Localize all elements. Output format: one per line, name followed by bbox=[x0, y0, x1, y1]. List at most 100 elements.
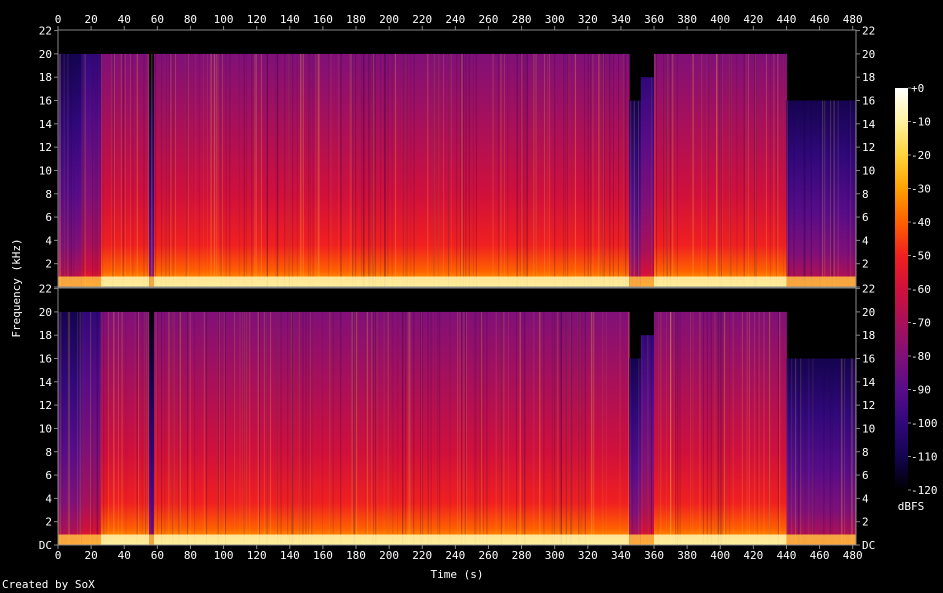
texture-streak bbox=[779, 311, 781, 545]
y-tick-label: 6 bbox=[862, 211, 869, 224]
texture-streak bbox=[317, 53, 319, 287]
y-tick-label: 16 bbox=[862, 95, 875, 108]
texture-streak bbox=[812, 358, 814, 545]
texture-streak bbox=[380, 53, 382, 287]
texture-streak bbox=[647, 335, 649, 545]
texture-streak bbox=[479, 311, 481, 545]
colorbar-tick-label: -110 bbox=[911, 451, 938, 464]
texture-streak bbox=[692, 311, 694, 545]
texture-streak bbox=[556, 311, 558, 545]
texture-streak bbox=[692, 53, 694, 287]
texture-streak bbox=[564, 53, 566, 287]
colorbar-tick-label: -20 bbox=[911, 149, 931, 162]
texture-streak bbox=[560, 311, 562, 545]
low-frequency-band bbox=[640, 534, 655, 545]
texture-streak bbox=[795, 358, 797, 545]
texture-streak bbox=[168, 311, 170, 545]
low-frequency-band bbox=[101, 276, 150, 287]
texture-streak bbox=[136, 53, 138, 287]
texture-streak bbox=[710, 311, 712, 545]
texture-streak bbox=[321, 311, 323, 545]
texture-streak bbox=[504, 53, 506, 287]
texture-streak bbox=[732, 311, 734, 545]
texture-streak bbox=[557, 311, 559, 545]
texture-streak bbox=[291, 311, 293, 545]
texture-streak bbox=[745, 53, 747, 287]
texture-streak bbox=[364, 53, 366, 287]
y-axis-label: Frequency (kHz) bbox=[10, 238, 23, 337]
texture-streak bbox=[309, 53, 311, 287]
texture-streak bbox=[96, 53, 98, 287]
texture-streak bbox=[195, 53, 197, 287]
x-tick-label: 60 bbox=[151, 549, 164, 562]
texture-streak bbox=[721, 311, 723, 545]
texture-streak bbox=[178, 311, 180, 545]
texture-streak bbox=[374, 53, 376, 287]
texture-streak bbox=[837, 100, 839, 287]
texture-streak bbox=[244, 311, 246, 545]
y-tick-label: 4 bbox=[862, 234, 869, 247]
texture-streak bbox=[799, 358, 801, 545]
texture-streak bbox=[225, 53, 227, 287]
texture-streak bbox=[500, 53, 502, 287]
texture-streak bbox=[716, 53, 718, 287]
texture-streak bbox=[90, 311, 92, 545]
texture-streak bbox=[165, 53, 167, 287]
texture-streak bbox=[420, 311, 422, 545]
texture-streak bbox=[305, 311, 307, 545]
texture-streak bbox=[210, 53, 212, 287]
texture-streak bbox=[315, 53, 317, 287]
texture-streak bbox=[427, 53, 429, 287]
texture-streak bbox=[329, 311, 331, 545]
texture-streak bbox=[628, 311, 630, 545]
colorbar-tick-label: -90 bbox=[911, 384, 931, 397]
texture-streak bbox=[757, 311, 759, 545]
texture-streak bbox=[495, 311, 497, 545]
texture-streak bbox=[769, 53, 771, 287]
texture-streak bbox=[461, 53, 463, 287]
spectrum-segment bbox=[149, 311, 155, 545]
texture-streak bbox=[266, 53, 268, 287]
texture-streak bbox=[221, 53, 223, 287]
texture-streak bbox=[356, 311, 358, 545]
texture-streak bbox=[120, 53, 122, 287]
x-tick-label: 220 bbox=[412, 13, 432, 26]
texture-streak bbox=[701, 53, 703, 287]
texture-streak bbox=[122, 53, 124, 287]
texture-streak bbox=[769, 311, 771, 545]
x-tick-label: 220 bbox=[412, 549, 432, 562]
texture-streak bbox=[666, 53, 668, 287]
y-tick-label: 8 bbox=[45, 446, 52, 459]
texture-streak bbox=[526, 53, 528, 287]
texture-streak bbox=[540, 311, 542, 545]
y-tick-label: 20 bbox=[862, 306, 875, 319]
texture-streak bbox=[714, 311, 716, 545]
texture-streak bbox=[629, 358, 631, 545]
spectrum-segment bbox=[154, 53, 291, 287]
spectrum-segment bbox=[58, 53, 82, 287]
texture-streak bbox=[721, 53, 723, 287]
y-tick-label: 10 bbox=[862, 164, 875, 177]
texture-streak bbox=[352, 53, 354, 287]
texture-streak bbox=[363, 53, 365, 287]
y-tick-label: 4 bbox=[862, 492, 869, 505]
texture-streak bbox=[277, 311, 279, 545]
texture-streak bbox=[561, 311, 563, 545]
texture-streak bbox=[466, 311, 468, 545]
colorbar-tick-label: -10 bbox=[911, 116, 931, 129]
texture-streak bbox=[570, 311, 572, 545]
texture-streak bbox=[329, 311, 331, 545]
texture-streak bbox=[628, 311, 630, 545]
texture-streak bbox=[567, 53, 569, 287]
texture-streak bbox=[689, 311, 691, 545]
texture-streak bbox=[434, 53, 436, 287]
texture-streak bbox=[829, 358, 831, 545]
texture-streak bbox=[311, 311, 313, 545]
y-tick-label: 12 bbox=[39, 399, 52, 412]
x-tick-label: 340 bbox=[611, 549, 631, 562]
texture-streak bbox=[808, 358, 810, 545]
texture-streak bbox=[449, 311, 451, 545]
x-tick-label: 0 bbox=[55, 13, 62, 26]
texture-streak bbox=[245, 53, 247, 287]
texture-streak bbox=[405, 53, 407, 287]
